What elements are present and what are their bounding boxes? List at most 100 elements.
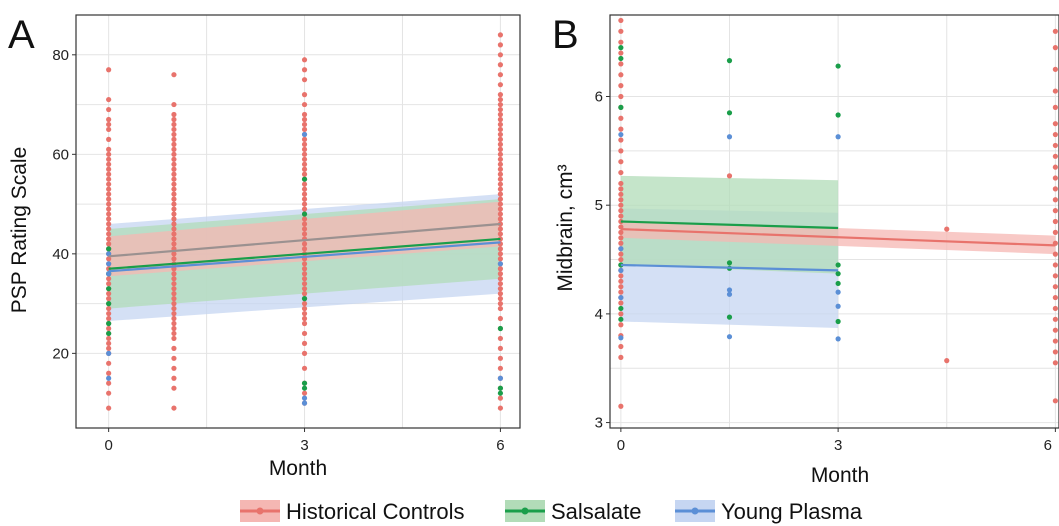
data-point xyxy=(497,301,504,307)
data-point xyxy=(171,276,177,282)
plot-frame xyxy=(75,14,521,429)
data-point xyxy=(301,231,308,237)
data-point xyxy=(106,236,112,242)
data-point xyxy=(835,280,841,287)
data-point xyxy=(106,296,112,302)
x-tick-label: 6 xyxy=(496,437,504,454)
data-point xyxy=(835,318,841,325)
data-point xyxy=(618,115,624,121)
data-point xyxy=(726,58,733,64)
data-point xyxy=(835,262,841,268)
data-point xyxy=(301,286,308,292)
data-point xyxy=(301,241,308,247)
plot-frame xyxy=(609,14,1059,429)
data-point xyxy=(171,271,177,277)
data-point xyxy=(618,403,624,409)
data-point xyxy=(618,197,624,203)
data-point xyxy=(171,141,177,147)
data-point xyxy=(1052,153,1058,159)
panel-letter: A xyxy=(8,13,35,57)
data-point xyxy=(497,131,504,138)
data-point xyxy=(301,211,308,217)
data-point xyxy=(171,310,177,317)
data-point xyxy=(618,322,624,328)
data-point xyxy=(301,196,308,202)
data-point xyxy=(106,310,112,317)
data-point xyxy=(1052,208,1058,214)
data-point xyxy=(171,325,177,332)
data-point xyxy=(618,229,624,235)
data-point xyxy=(618,202,624,208)
legend-item: Young Plasma xyxy=(675,499,863,524)
data-point xyxy=(726,334,733,340)
data-point xyxy=(171,345,177,351)
data-point xyxy=(171,151,177,157)
data-point xyxy=(618,335,624,341)
data-point xyxy=(944,226,950,232)
data-point xyxy=(106,186,112,192)
data-point xyxy=(301,395,308,401)
data-point xyxy=(726,173,733,179)
data-point xyxy=(618,180,624,187)
data-point xyxy=(106,151,112,157)
data-point xyxy=(618,273,624,279)
data-point xyxy=(618,72,624,78)
data-point xyxy=(301,266,308,272)
data-point xyxy=(618,28,624,34)
data-point xyxy=(301,92,308,98)
data-point xyxy=(106,156,112,162)
data-point xyxy=(171,186,177,192)
data-point xyxy=(301,77,308,83)
x-tick-label: 3 xyxy=(834,437,842,454)
data-point xyxy=(497,82,504,88)
points-historical-controls xyxy=(106,32,504,411)
data-point xyxy=(497,246,504,252)
data-point xyxy=(171,226,177,232)
data-point xyxy=(1052,164,1058,170)
y-tick-label: 5 xyxy=(595,197,603,214)
data-point xyxy=(171,181,177,187)
data-point xyxy=(618,208,624,214)
data-point xyxy=(106,226,112,232)
data-point xyxy=(618,126,624,132)
fit-line-salsalate xyxy=(620,220,839,230)
data-point xyxy=(497,151,504,157)
fit-line-historical-controls xyxy=(108,222,501,258)
data-point xyxy=(618,235,624,241)
data-point xyxy=(497,42,504,48)
data-point xyxy=(497,96,504,103)
data-point xyxy=(106,146,112,152)
data-point xyxy=(106,201,112,207)
data-point xyxy=(301,156,308,162)
data-point xyxy=(106,375,112,381)
data-point xyxy=(497,206,504,212)
data-point xyxy=(726,110,733,116)
data-point xyxy=(1052,284,1058,290)
data-point xyxy=(106,350,112,356)
data-point xyxy=(106,261,112,267)
data-point xyxy=(301,121,308,128)
data-point xyxy=(171,291,177,297)
data-point xyxy=(171,286,177,292)
data-point xyxy=(171,385,177,391)
data-point xyxy=(171,405,177,411)
legend-item: Historical Controls xyxy=(240,499,465,524)
data-point xyxy=(1052,273,1058,279)
data-point xyxy=(106,96,112,103)
data-point xyxy=(944,358,950,364)
data-point xyxy=(106,196,112,202)
data-point xyxy=(106,281,112,287)
data-point xyxy=(301,161,308,167)
data-point xyxy=(106,171,112,177)
data-point xyxy=(171,156,177,162)
data-point xyxy=(497,166,504,172)
data-point xyxy=(1052,218,1058,225)
data-point xyxy=(726,314,733,320)
data-point xyxy=(301,146,308,152)
data-point xyxy=(106,370,112,376)
data-point xyxy=(171,111,177,118)
data-point xyxy=(1052,349,1058,355)
data-point xyxy=(106,241,112,247)
data-point xyxy=(835,63,841,69)
data-point xyxy=(1052,131,1058,138)
